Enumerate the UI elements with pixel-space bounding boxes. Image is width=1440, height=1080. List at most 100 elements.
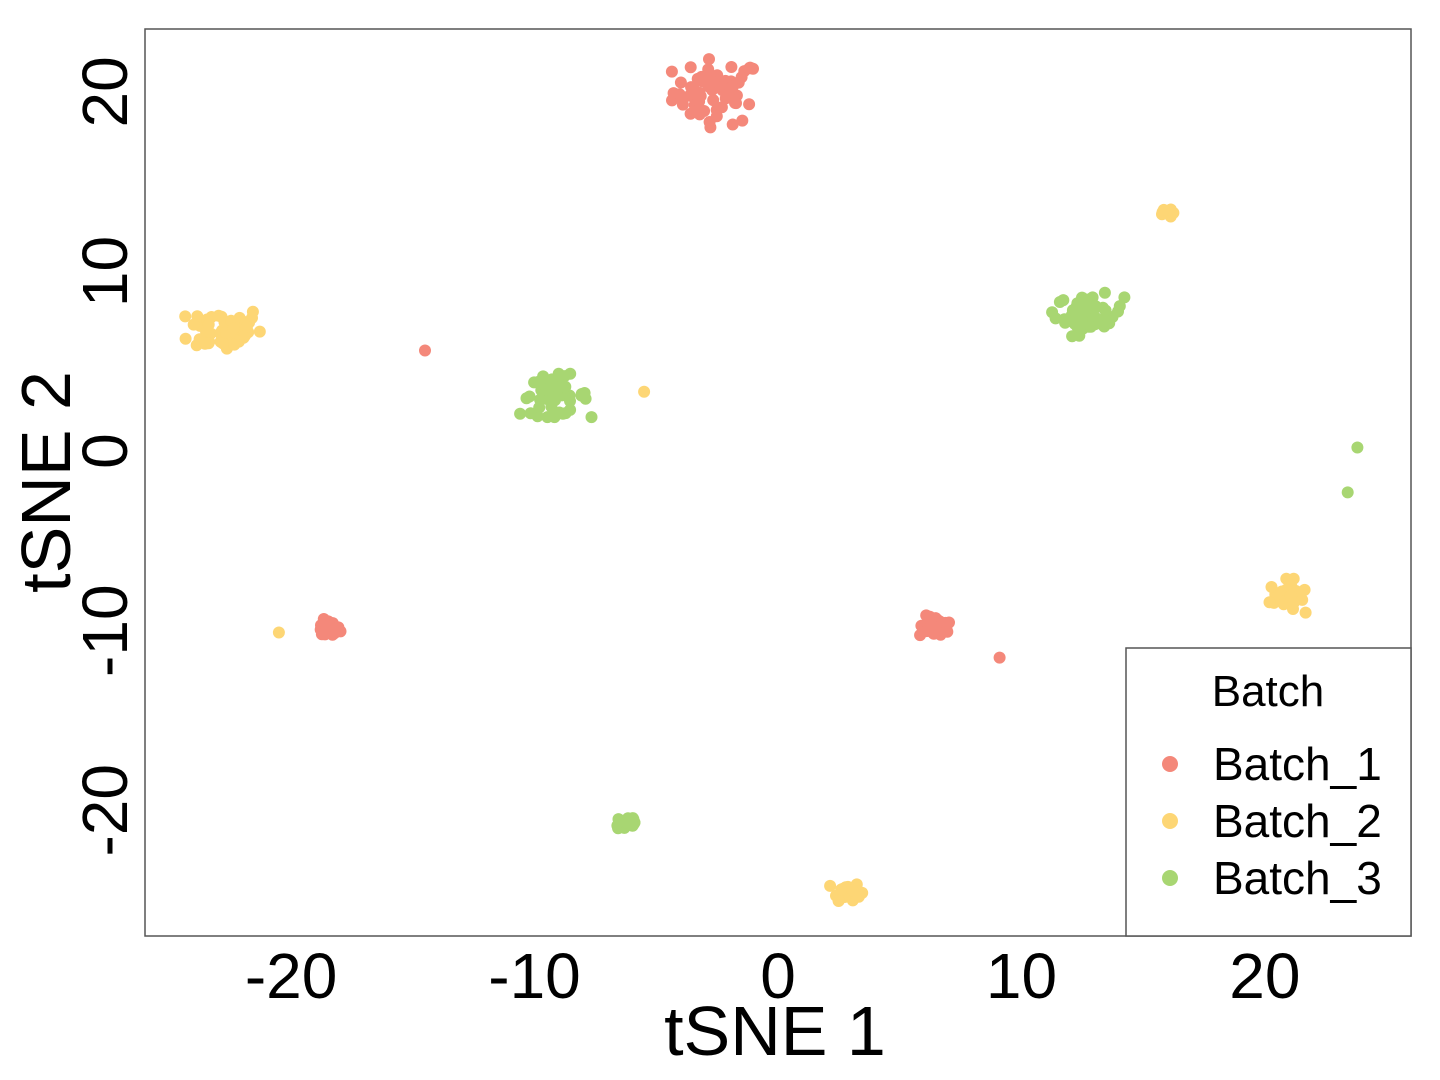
scatter-point xyxy=(1084,320,1097,333)
scatter-point xyxy=(1351,441,1364,454)
legend-box xyxy=(1125,647,1412,937)
scatter-point xyxy=(1157,203,1170,216)
legend-marker xyxy=(1162,870,1178,886)
scatter-point xyxy=(736,114,749,127)
scatter-point xyxy=(1075,318,1088,331)
scatter-point xyxy=(673,88,686,101)
scatter-point xyxy=(824,879,837,892)
y-tick-label: -20 xyxy=(69,764,141,857)
scatter-point xyxy=(726,80,739,93)
legend-marker xyxy=(1162,756,1178,772)
y-axis-ticks: -20 -10 0 10 20 xyxy=(69,56,141,856)
scatter-point xyxy=(1080,293,1093,306)
series-batch-2 xyxy=(179,203,1312,907)
scatter-point xyxy=(1113,300,1126,313)
scatter-point xyxy=(744,61,757,74)
scatter-point xyxy=(1089,300,1102,313)
scatter-point xyxy=(240,320,253,333)
scatter-point xyxy=(725,61,738,73)
scatter-point xyxy=(620,816,633,829)
scatter-point xyxy=(939,616,952,629)
legend-label: Batch_2 xyxy=(1213,795,1382,847)
scatter-point xyxy=(676,98,689,111)
x-axis-ticks: -20 -10 0 10 20 xyxy=(245,940,1301,1012)
scatter-point xyxy=(925,618,938,631)
scatter-point xyxy=(1341,486,1354,499)
y-axis-title: tSNE 2 xyxy=(7,371,85,593)
scatter-point xyxy=(1079,303,1092,316)
scatter-point xyxy=(524,407,537,420)
scatter-point xyxy=(272,626,285,639)
scatter-point xyxy=(319,628,331,641)
scatter-point xyxy=(556,407,569,420)
scatter-point xyxy=(199,337,211,350)
x-tick-label: 0 xyxy=(760,940,796,1012)
scatter-point xyxy=(528,376,541,389)
scatter-point xyxy=(564,395,576,407)
x-tick-label: -20 xyxy=(245,940,338,1012)
legend-title: Batch xyxy=(1212,667,1325,716)
scatter-point xyxy=(1167,206,1180,219)
scatter-point xyxy=(684,61,697,74)
legend-marker xyxy=(1162,813,1178,829)
scatter-point xyxy=(665,65,678,78)
scatter-point xyxy=(1099,304,1112,317)
scatter-point xyxy=(674,76,687,89)
x-tick-label: -10 xyxy=(488,940,581,1012)
scatter-point xyxy=(1098,286,1111,299)
scatter-point xyxy=(217,337,229,350)
legend-label: Batch_1 xyxy=(1213,738,1382,790)
scatter-point xyxy=(520,392,533,405)
scatter-point xyxy=(202,318,215,331)
scatter-point xyxy=(638,385,651,398)
scatter-point xyxy=(541,411,554,424)
points-layer xyxy=(179,53,1364,907)
y-tick-label: 20 xyxy=(69,56,141,127)
scatter-point xyxy=(228,338,241,351)
scatter-point xyxy=(578,387,591,399)
scatter-point xyxy=(1263,596,1276,609)
scatter-point xyxy=(729,96,741,109)
scatter-point xyxy=(533,401,546,414)
x-tick-label: 10 xyxy=(986,940,1057,1012)
scatter-point xyxy=(419,344,431,357)
scatter-point xyxy=(693,95,706,108)
scatter-point xyxy=(1053,296,1066,308)
x-tick-label: 20 xyxy=(1229,940,1300,1012)
scatter-point xyxy=(993,651,1006,664)
scatter-point xyxy=(328,623,341,636)
scatter-point xyxy=(1265,581,1278,593)
scatter-point xyxy=(1049,312,1062,325)
scatter-point xyxy=(253,325,266,338)
scatter-point xyxy=(1287,597,1300,609)
scatter-point xyxy=(1066,330,1079,343)
scatter-point xyxy=(703,53,715,66)
scatter-point xyxy=(1298,583,1311,596)
scatter-point xyxy=(1299,606,1312,619)
scatter-point xyxy=(835,883,848,896)
scatter-point xyxy=(1098,320,1111,333)
scatter-point xyxy=(710,110,723,123)
scatter-point xyxy=(514,407,527,420)
scatter-point xyxy=(246,305,259,318)
scatter-point xyxy=(179,332,192,345)
scatter-point xyxy=(743,98,756,111)
scatter-point xyxy=(693,86,706,99)
scatter-point xyxy=(726,118,739,131)
scatter-point xyxy=(542,382,555,395)
scatter-point xyxy=(695,70,708,83)
series-batch-1 xyxy=(314,53,1006,664)
scatter-point xyxy=(702,80,715,93)
scatter-point xyxy=(227,322,240,335)
plot-frame xyxy=(144,28,1412,937)
scatter-point xyxy=(832,895,845,907)
scatter-point xyxy=(1280,572,1293,585)
legend-label: Batch_3 xyxy=(1213,852,1382,904)
scatter-point xyxy=(179,310,192,323)
scatter-point xyxy=(585,411,598,424)
y-tick-label: -10 xyxy=(69,584,141,677)
y-tick-label: 0 xyxy=(69,433,141,469)
